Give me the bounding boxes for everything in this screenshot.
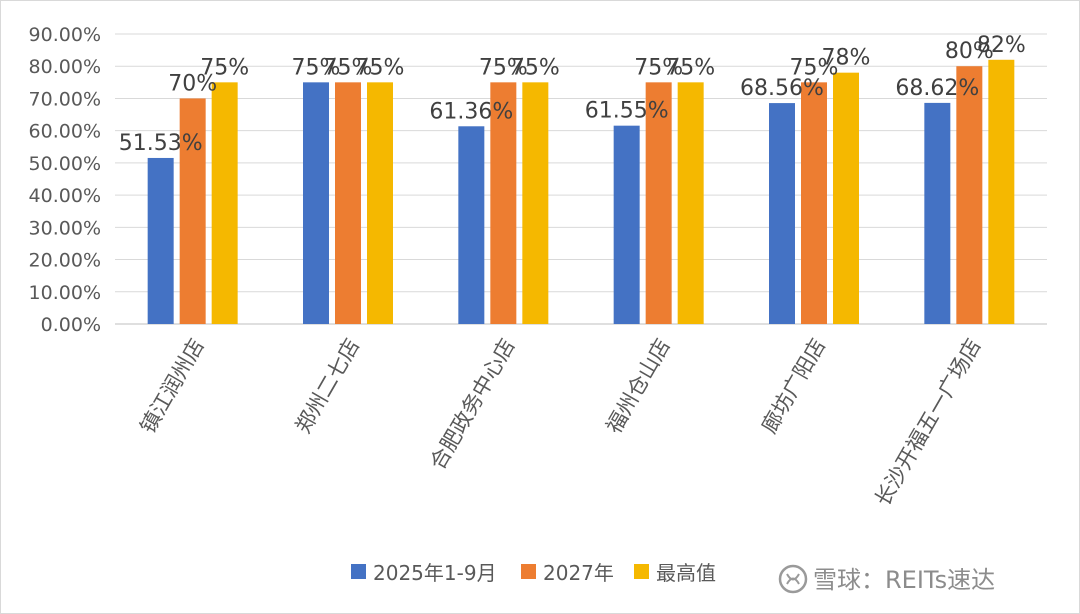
legend: 2025年1-9月 2027年 最高值 <box>351 561 716 585</box>
bar-1-3 <box>458 126 485 324</box>
xueqiu-logo-icon <box>778 564 808 594</box>
legend-label: 2025年1-9月 <box>373 561 497 585</box>
bar-1-6 <box>924 102 951 324</box>
bar-3-5 <box>833 72 859 325</box>
data-label: 61.55% <box>585 99 669 124</box>
y-tick-label: 50.00% <box>29 153 101 175</box>
category-label: 镇江润州店 <box>136 335 209 438</box>
bar-1-2 <box>303 82 329 324</box>
bar-1-4 <box>613 125 640 324</box>
gridlines <box>115 33 1047 325</box>
legend-label: 2027年 <box>543 561 614 585</box>
bar-3-3 <box>522 82 549 324</box>
data-label: 51.53% <box>119 131 203 156</box>
bar-2-1 <box>179 98 206 324</box>
category-label: 合肥政务中心店 <box>425 335 519 474</box>
bar-3-6 <box>988 59 1015 325</box>
data-label: 75% <box>292 55 341 80</box>
data-label: 75% <box>511 55 560 80</box>
data-label: 75% <box>790 55 839 80</box>
data-label: 75% <box>479 55 528 80</box>
category-label: 福州仓山店 <box>602 335 675 438</box>
y-tick-label: 80.00% <box>29 56 101 78</box>
data-label: 70% <box>168 71 217 96</box>
data-label: 75% <box>324 55 373 80</box>
data-label: 78% <box>822 46 871 71</box>
category-label: 郑州二七店 <box>291 335 364 438</box>
y-tick-label: 60.00% <box>29 121 101 143</box>
data-label: 61.36% <box>429 99 513 124</box>
legend-swatch <box>521 564 536 579</box>
data-label: 75% <box>356 55 405 80</box>
y-tick-label: 70.00% <box>29 88 101 110</box>
y-tick-label: 0.00% <box>41 314 101 336</box>
y-axis-ticks: 0.00% 10.00% 20.00% 30.00% 40.00% 50.00% 60.00… <box>29 24 101 336</box>
legend-label: 最高值 <box>656 561 716 585</box>
bar-2-5 <box>801 82 827 324</box>
data-label: 75% <box>666 55 715 80</box>
category-labels: 镇江润州店 郑州二七店 合肥政务中心店 福州仓山店 廊坊广阳店 长沙开福五一广场店 <box>136 334 986 510</box>
data-label: 75% <box>634 55 683 80</box>
bar-2-2 <box>335 82 361 324</box>
bars <box>147 59 1015 325</box>
data-labels: 51.53%70%75% 75%75%75%61.36%75%75%61.55%7… <box>119 33 1026 156</box>
bar-2-3 <box>490 82 517 324</box>
bar-1-1 <box>147 157 174 324</box>
y-tick-label: 20.00% <box>29 250 101 272</box>
y-tick-label: 90.00% <box>29 24 101 46</box>
data-label: 68.56% <box>740 76 824 101</box>
bar-3-4 <box>677 82 704 324</box>
y-tick-label: 30.00% <box>29 217 101 239</box>
y-tick-label: 10.00% <box>29 282 101 304</box>
bar-2-4 <box>645 82 672 324</box>
data-label: 80% <box>945 39 994 64</box>
y-tick-label: 40.00% <box>29 185 101 207</box>
legend-swatch <box>634 564 649 579</box>
data-label: 82% <box>977 33 1026 58</box>
bar-3-2 <box>367 82 393 324</box>
legend-swatch <box>351 564 366 579</box>
data-label: 68.62% <box>895 76 979 101</box>
watermark: 雪球：REITs速达 <box>778 564 995 594</box>
category-label: 廊坊广阳店 <box>757 335 830 438</box>
data-label: 75% <box>200 55 249 80</box>
watermark-text: 雪球：REITs速达 <box>813 566 995 594</box>
bar-2-6 <box>956 66 983 324</box>
category-label: 长沙开福五一广场店 <box>870 334 985 510</box>
bar-3-1 <box>211 82 238 324</box>
bar-1-5 <box>769 103 795 324</box>
